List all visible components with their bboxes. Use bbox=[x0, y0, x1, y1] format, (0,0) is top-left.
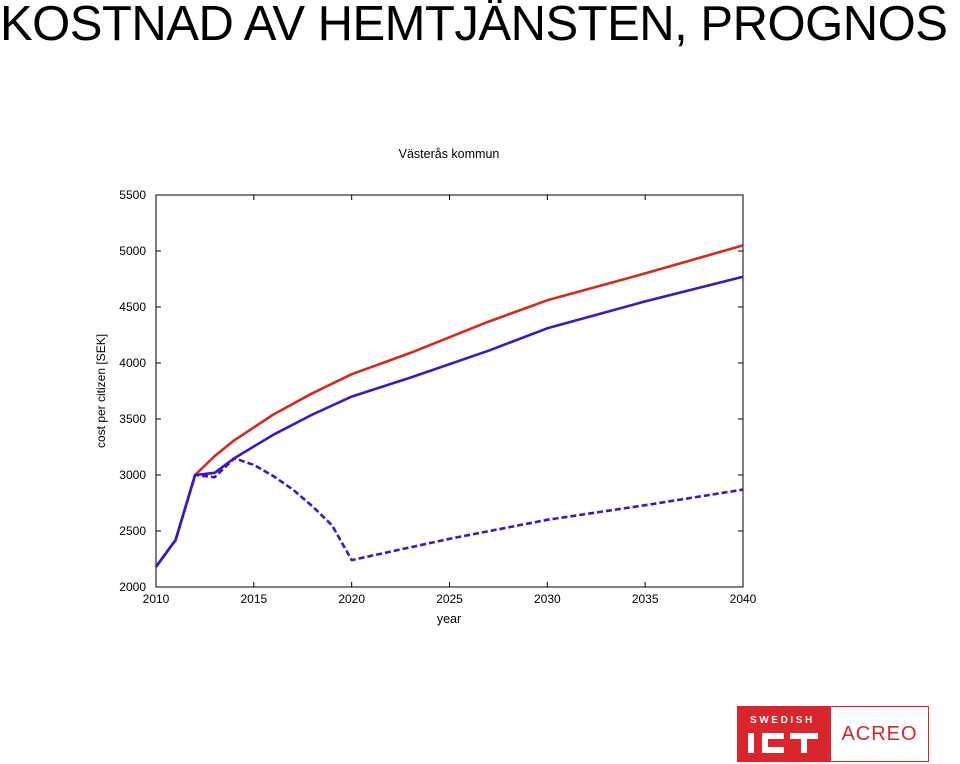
swedish-ict-mark: SWEDISH bbox=[738, 707, 831, 761]
y-axis-label: cost per citizen [SEK] bbox=[94, 334, 108, 448]
data-series bbox=[154, 244, 744, 568]
x-tick-label: 2035 bbox=[632, 592, 659, 606]
x-tick-label: 2015 bbox=[240, 592, 267, 606]
chart-title: Västerås kommun bbox=[399, 147, 500, 161]
x-tick-label: 2030 bbox=[534, 592, 561, 606]
swedish-ict-acreo-logo: SWEDISH ACREO bbox=[737, 706, 929, 762]
logo-top-text: SWEDISH bbox=[750, 715, 815, 726]
x-tick-label: 2025 bbox=[436, 592, 463, 606]
y-tick-label: 3000 bbox=[119, 468, 146, 482]
y-tick-label: 2000 bbox=[119, 580, 146, 594]
y-tick-label: 5000 bbox=[119, 244, 146, 258]
x-tick-label: 2040 bbox=[730, 592, 757, 606]
x-tick-label: 2010 bbox=[143, 592, 170, 606]
series-line-blue bbox=[154, 275, 744, 568]
y-tick-label: 4000 bbox=[119, 356, 146, 370]
ict-logo-mark-icon bbox=[748, 733, 818, 753]
series-line-red bbox=[154, 244, 744, 568]
x-tick-label: 2020 bbox=[338, 592, 365, 606]
y-tick-label: 3500 bbox=[119, 412, 146, 426]
y-tick-label: 2500 bbox=[119, 524, 146, 538]
slide-title: KOSTNAD AV HEMTJÄNSTEN, PROGNOS bbox=[0, 0, 948, 51]
series-line-blue-dashed bbox=[154, 456, 744, 568]
x-axis-label: year bbox=[437, 612, 461, 626]
y-tick-label: 5500 bbox=[119, 188, 146, 202]
logo-partner-text: ACREO bbox=[831, 707, 928, 761]
plot-frame bbox=[155, 194, 744, 588]
y-tick-label: 4500 bbox=[119, 300, 146, 314]
axis-ticks: 2010 2015 2020 2025 2030 2035 2040 2000 2500 3000… bbox=[119, 188, 756, 606]
